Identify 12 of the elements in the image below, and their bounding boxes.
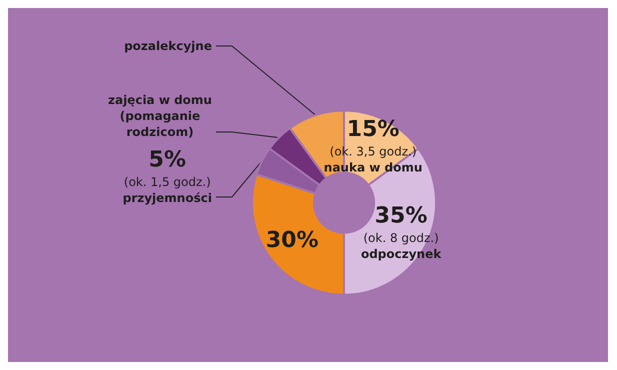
text: (ok. 1,5 godz.): [124, 175, 211, 189]
slice-label: zajęcia w domu (pomaganie rodzicom): [108, 93, 212, 139]
slice-label: przyjemności: [122, 191, 212, 205]
data-label: 35%: [374, 203, 428, 228]
slice-label: pozalekcyjne: [124, 39, 212, 53]
data-label: 30%: [266, 228, 319, 253]
slice-label: odpoczynek: [360, 246, 442, 261]
text: (ok. 8 godz.): [363, 230, 439, 245]
slice-label: nauka w domu: [324, 160, 422, 175]
text: (ok. 3,5 godz.): [330, 144, 417, 159]
data-label: 5%: [148, 148, 186, 172]
data-label: 15%: [346, 117, 400, 142]
